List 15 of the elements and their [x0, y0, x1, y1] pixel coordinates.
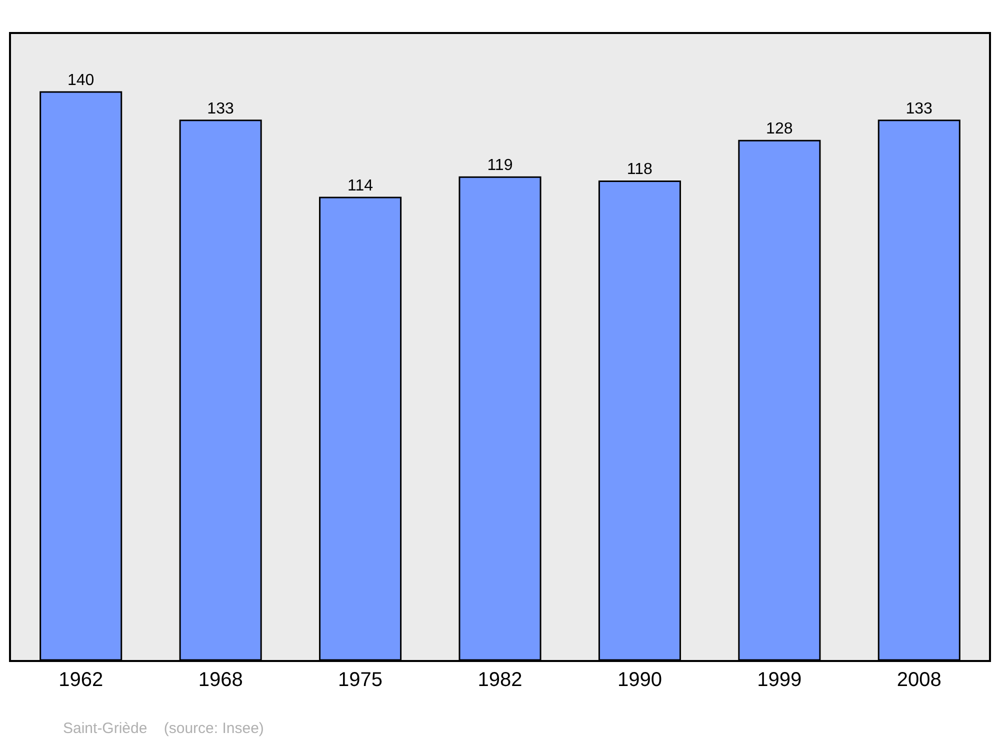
data-label: 118 [626, 161, 653, 178]
data-label: 114 [347, 177, 374, 194]
data-label: 128 [766, 120, 793, 138]
data-label: 133 [906, 100, 933, 118]
x-tick-label: 1999 [757, 669, 802, 691]
x-tick-label: 1968 [198, 669, 243, 691]
text: Saint-Griède (source: Insee) [63, 720, 264, 737]
data-label: 119 [487, 157, 513, 174]
x-tick-label: 1982 [478, 669, 522, 691]
data-label: 140 [67, 72, 94, 89]
x-tick-label: 2008 [896, 669, 942, 691]
data-label: 133 [207, 100, 234, 118]
x-tick-label: 1975 [338, 669, 383, 691]
x-tick-label: 1962 [58, 669, 104, 691]
x-tick-label: 1990 [617, 669, 662, 691]
